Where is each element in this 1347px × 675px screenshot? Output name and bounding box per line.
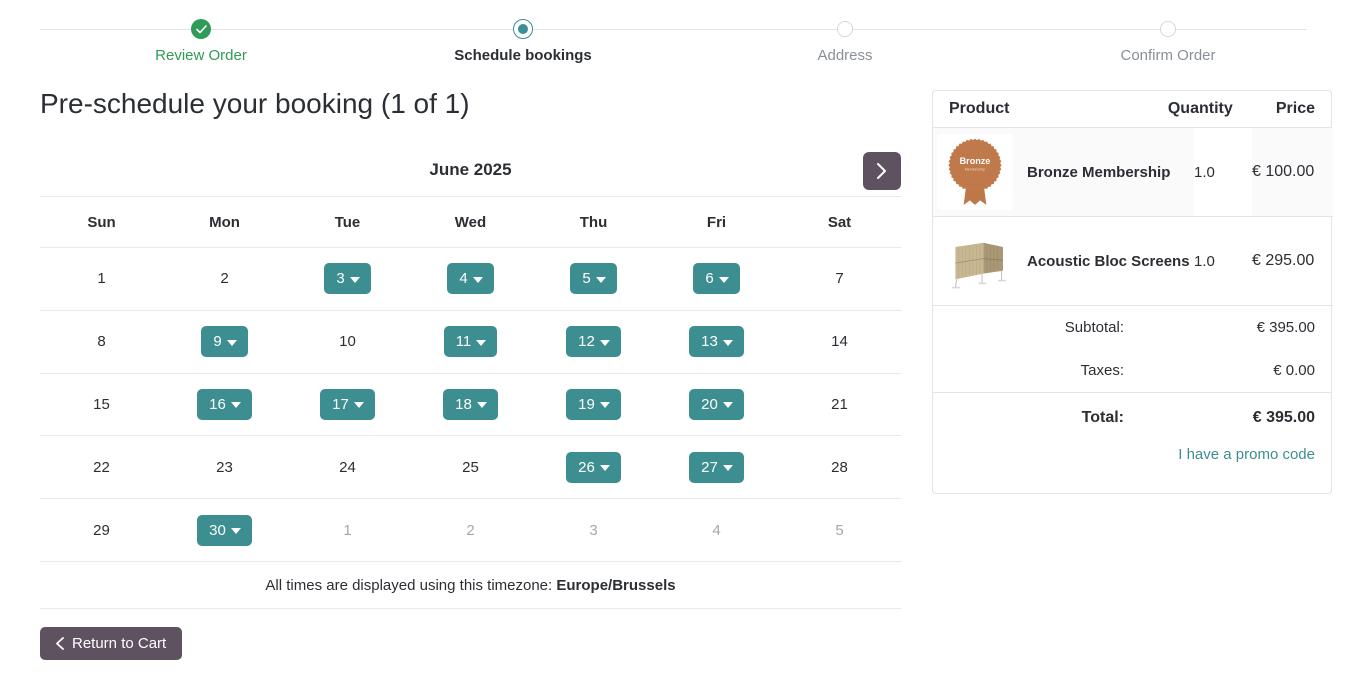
svg-text:Membership: Membership <box>965 167 985 171</box>
svg-text:Bronze: Bronze <box>960 156 991 166</box>
